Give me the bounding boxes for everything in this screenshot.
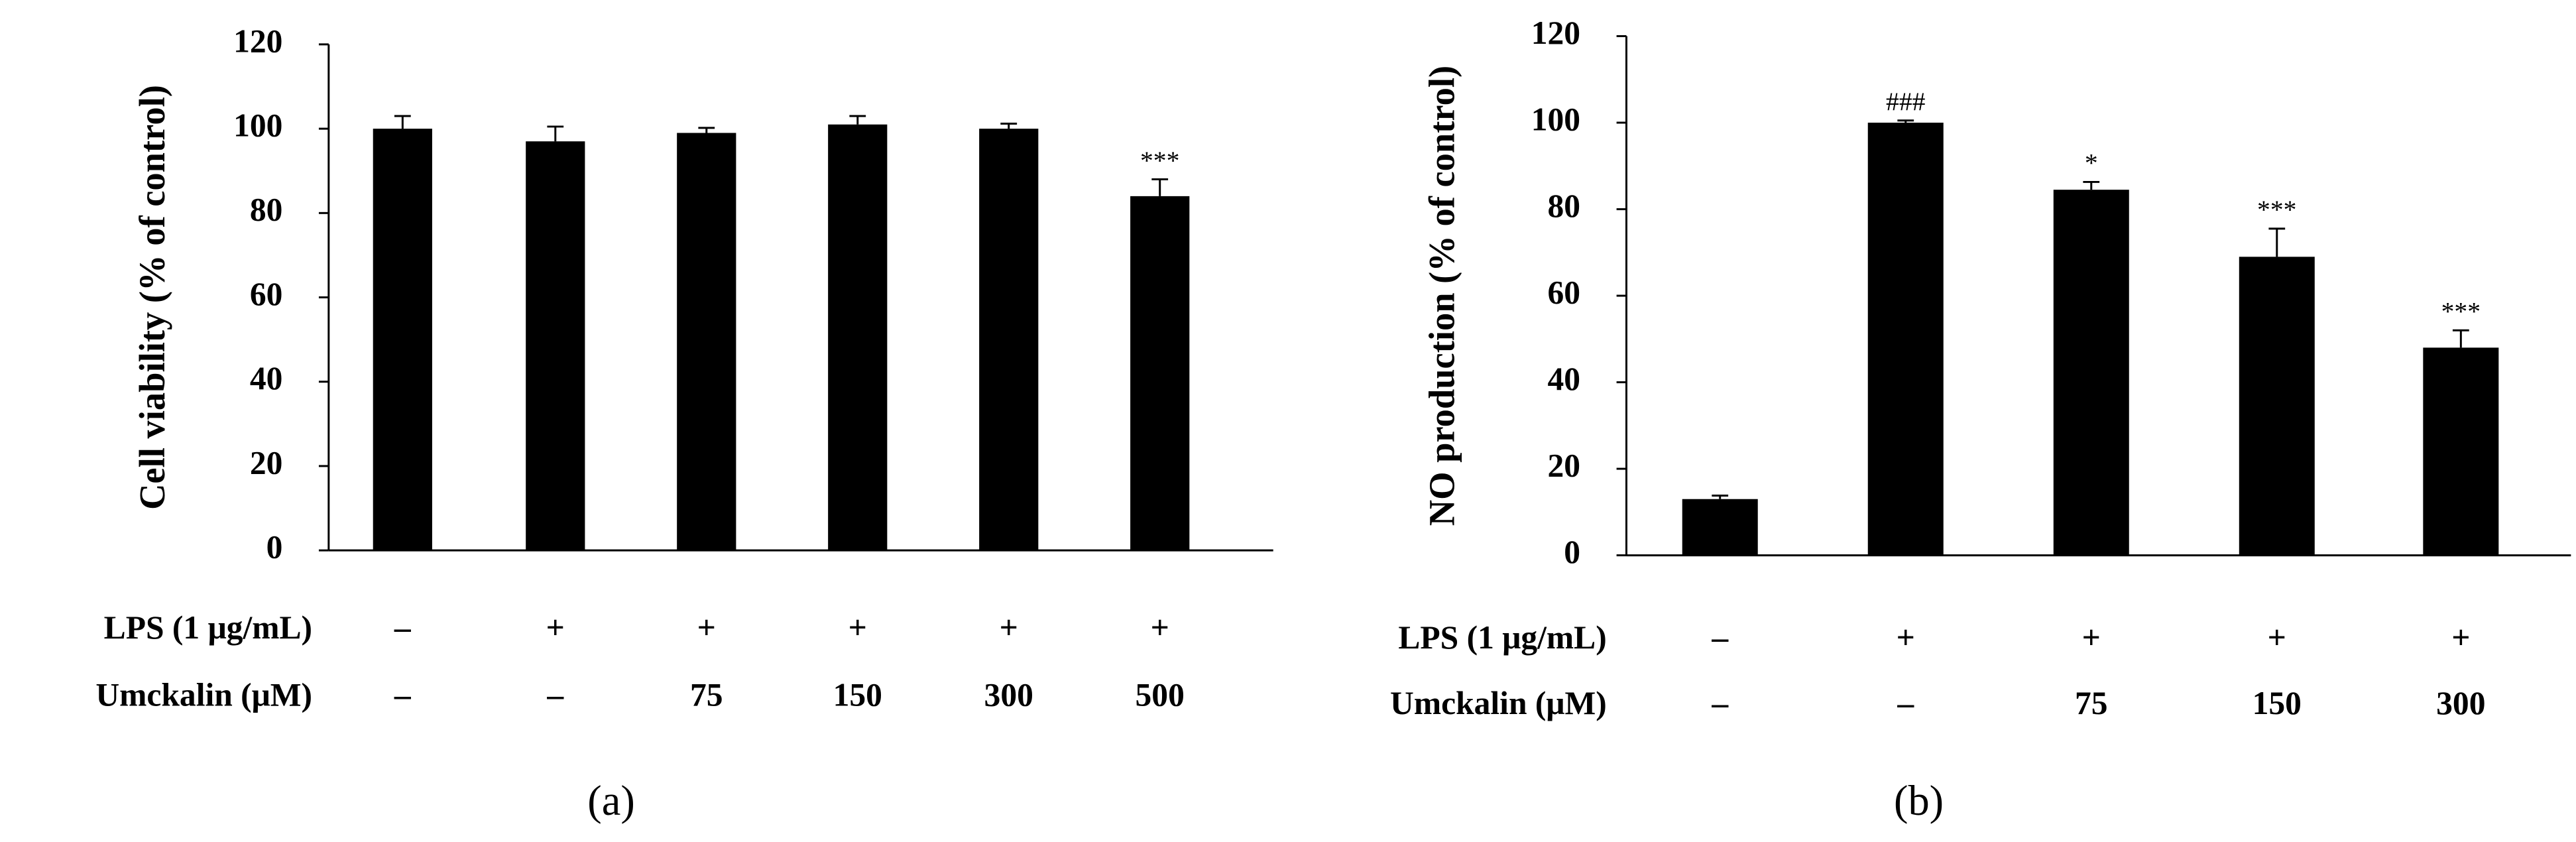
bar	[677, 133, 736, 551]
y-tick-label: 100	[233, 107, 282, 143]
y-tick-label: 40	[250, 360, 283, 396]
row-value: 300	[984, 677, 1033, 713]
bar	[2239, 257, 2315, 556]
row-value: +	[2082, 619, 2101, 656]
y-tick-label: 0	[1564, 534, 1580, 570]
row-label: Umckalin (μM)	[1390, 685, 1607, 721]
panel-label: (b)	[1894, 777, 1944, 824]
y-tick-label: 80	[1548, 188, 1581, 224]
bar	[1682, 499, 1758, 556]
bar	[526, 141, 585, 551]
y-tick-label: 40	[1548, 361, 1581, 397]
error-bar	[1897, 119, 1914, 123]
row-value: +	[1897, 619, 1915, 656]
row-value: 75	[690, 677, 723, 713]
y-axis-label: Cell viability (% of control)	[132, 85, 172, 510]
error-bar	[2452, 329, 2469, 348]
significance-label: ***	[2441, 297, 2481, 326]
row-value: –	[1711, 619, 1729, 656]
row-label: LPS (1 μg/mL)	[104, 609, 312, 646]
row-value: +	[2268, 619, 2286, 656]
row-value: –	[394, 677, 412, 713]
row-value: +	[1000, 609, 1018, 646]
significance-label: *	[2085, 149, 2098, 178]
row-label: Umckalin (μM)	[95, 677, 312, 713]
y-tick-label: 20	[250, 444, 283, 481]
row-value: 300	[2436, 685, 2485, 721]
bar	[2053, 190, 2129, 556]
bar	[1867, 123, 1944, 556]
row-value: +	[2451, 619, 2470, 656]
row-value: –	[1711, 685, 1729, 721]
error-bar	[2268, 227, 2286, 257]
row-value: 150	[2253, 685, 2302, 721]
row-value: +	[1151, 609, 1169, 646]
significance-label: ***	[1140, 146, 1179, 175]
error-bar	[394, 115, 411, 129]
bar	[828, 124, 888, 551]
y-tick-label: 120	[1531, 15, 1580, 51]
row-value: +	[697, 609, 716, 646]
y-tick-label: 100	[1531, 101, 1580, 137]
row-value: 150	[833, 677, 882, 713]
row-value: 500	[1136, 677, 1185, 713]
row-value: 75	[2075, 685, 2108, 721]
significance-label: ###	[1886, 87, 1926, 116]
error-bar	[547, 125, 564, 142]
significance-label: ***	[2257, 195, 2296, 224]
row-label: LPS (1 μg/mL)	[1398, 619, 1606, 656]
y-tick-label: 120	[233, 23, 282, 59]
y-tick-label: 20	[1548, 447, 1581, 483]
bar	[979, 129, 1039, 551]
error-bar	[1151, 178, 1169, 196]
row-value: +	[849, 609, 867, 646]
bar	[373, 129, 432, 551]
row-value: +	[546, 609, 565, 646]
y-tick-label: 60	[250, 276, 283, 312]
bar	[2423, 347, 2499, 556]
row-value: –	[546, 677, 564, 713]
error-bar	[849, 115, 866, 125]
row-value: –	[394, 609, 412, 646]
error-bar	[698, 127, 715, 133]
bar	[1130, 196, 1190, 551]
error-bar	[1712, 495, 1729, 499]
y-tick-label: 60	[1548, 274, 1581, 310]
y-axis-label: NO production (% of control)	[1421, 66, 1462, 526]
row-value: –	[1897, 685, 1914, 721]
y-tick-label: 0	[266, 529, 283, 566]
panel-label: (a)	[587, 777, 634, 824]
y-tick-label: 80	[250, 192, 283, 228]
error-bar	[2083, 180, 2100, 190]
error-bar	[1000, 122, 1018, 129]
